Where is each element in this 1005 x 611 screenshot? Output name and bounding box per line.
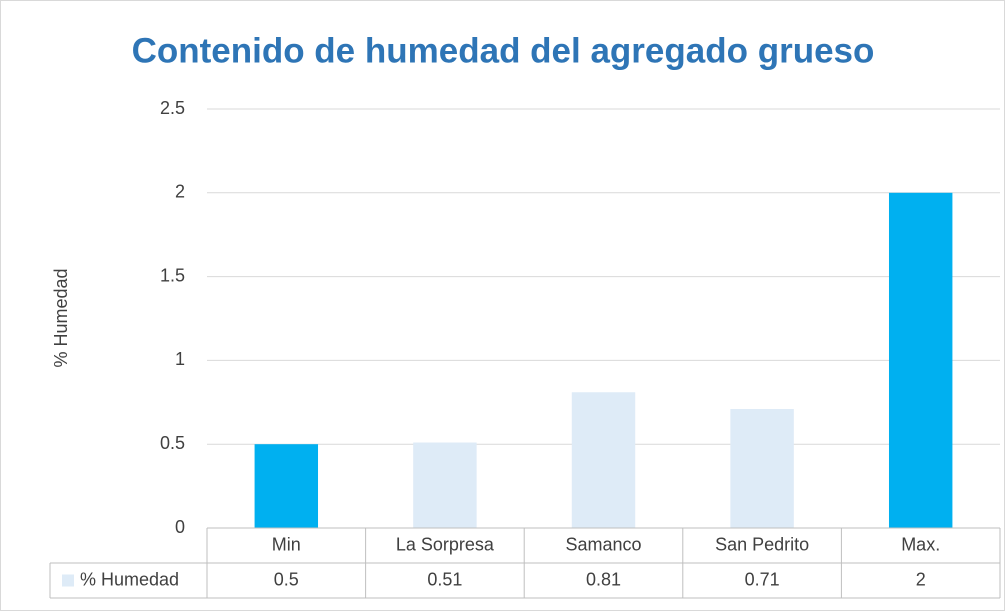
bar [254,444,319,528]
x-tick-label: Min [272,534,301,554]
table-value: 2 [916,569,926,589]
table-value: 0.5 [274,569,299,589]
y-tick-label: 1 [175,349,185,369]
x-tick-label: Max. [901,534,940,554]
legend-label: % Humedad [80,569,179,589]
table-value: 0.71 [745,569,780,589]
x-tick-label: San Pedrito [715,534,809,554]
bar [888,192,953,529]
y-tick-label: 0.5 [160,433,185,453]
chart-title: Contenido de humedad del agregado grueso [132,31,875,70]
y-tick-label: 1.5 [160,265,185,285]
x-tick-label: La Sorpresa [396,534,495,554]
legend-swatch [62,574,74,587]
y-axis-label: % Humedad [51,268,71,367]
table-value: 0.51 [427,569,462,589]
table-value: 0.81 [586,569,621,589]
bar [571,392,636,528]
y-tick-label: 2.5 [160,98,185,118]
y-tick-label: 0 [175,517,185,537]
bar [730,409,794,528]
bar [413,442,477,528]
x-tick-label: Samanco [565,534,641,554]
y-tick-label: 2 [175,182,185,202]
